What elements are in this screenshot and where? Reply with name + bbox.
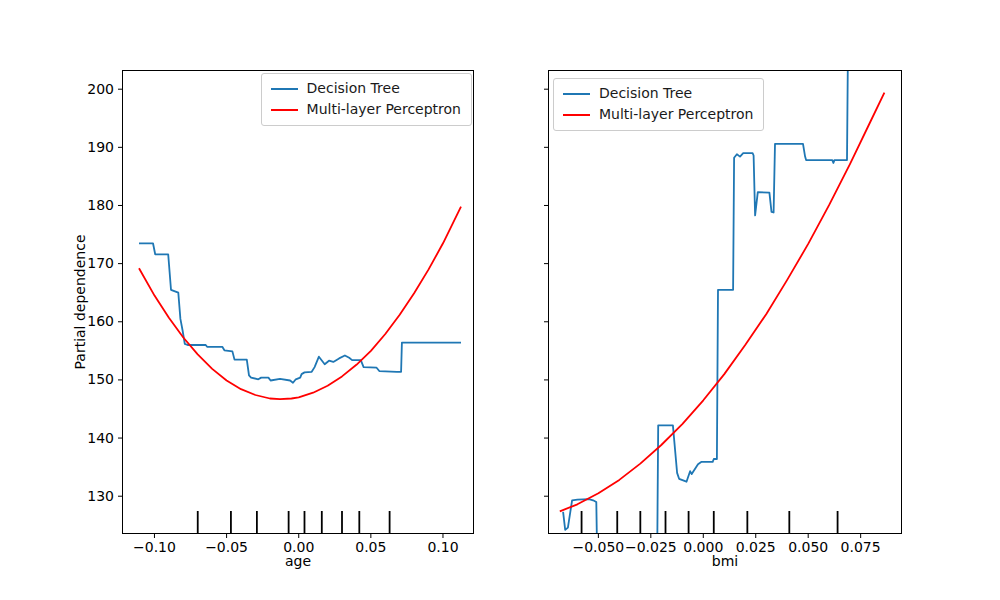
legend-item-mlp: Multi-layer Perceptron	[563, 106, 753, 123]
svg-text:150: 150	[87, 371, 114, 387]
legend-label: Multi-layer Perceptron	[599, 106, 753, 123]
svg-text:140: 140	[87, 430, 114, 446]
legend-item-decision-tree: Decision Tree	[563, 85, 753, 102]
legend-item-mlp: Multi-layer Perceptron	[271, 101, 461, 118]
bmi-axis-label: bmi	[548, 553, 902, 569]
bmi-plot-canvas: −0.050−0.0250.0000.0250.0500.075	[548, 70, 902, 534]
legend-label: Multi-layer Perceptron	[307, 101, 461, 118]
legend-item-decision-tree: Decision Tree	[271, 80, 461, 97]
y-axis-label: Partial dependence	[72, 234, 88, 369]
legend: Decision Tree Multi-layer Perceptron	[261, 73, 472, 126]
figure: Partial dependence −0.10−0.050.000.050.1…	[0, 0, 1000, 600]
svg-text:200: 200	[87, 81, 114, 97]
legend-label: Decision Tree	[599, 85, 692, 102]
mlp-line-swatch	[563, 114, 590, 116]
svg-text:180: 180	[87, 197, 114, 213]
age-axis-label: age	[122, 553, 474, 569]
decision-tree-line-swatch	[563, 93, 590, 95]
svg-text:160: 160	[87, 313, 114, 329]
decision-tree-line-swatch	[271, 88, 298, 90]
svg-text:130: 130	[87, 488, 114, 504]
svg-text:190: 190	[87, 139, 114, 155]
mlp-line-swatch	[271, 109, 298, 111]
legend: Decision Tree Multi-layer Perceptron	[553, 78, 764, 131]
age-subplot: −0.10−0.050.000.050.10130140150160170180…	[122, 70, 474, 534]
bmi-subplot: −0.050−0.0250.0000.0250.0500.075 Decisio…	[548, 70, 902, 534]
legend-label: Decision Tree	[307, 80, 400, 97]
age-plot-canvas: −0.10−0.050.000.050.10130140150160170180…	[122, 70, 474, 534]
svg-text:170: 170	[87, 255, 114, 271]
